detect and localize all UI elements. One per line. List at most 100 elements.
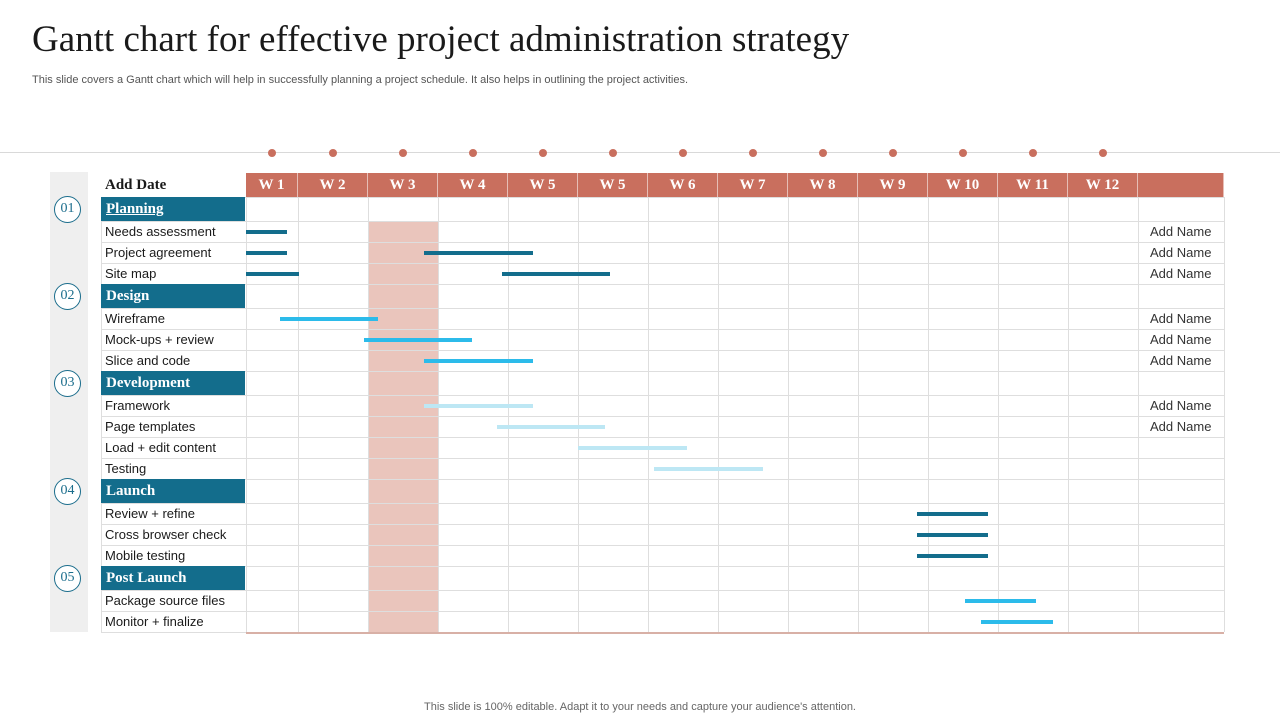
task-owner-name[interactable]: Add Name bbox=[1150, 245, 1212, 260]
week-header: W 7 bbox=[718, 173, 788, 197]
grid-column-line bbox=[858, 197, 859, 632]
section-number-badge: 05 bbox=[54, 565, 81, 592]
section-header-planning[interactable]: Planning bbox=[101, 197, 245, 221]
section-header-design[interactable]: Design bbox=[101, 284, 245, 308]
grid-row-line bbox=[101, 242, 1224, 243]
grid-row-line bbox=[101, 395, 1224, 396]
task-label[interactable]: Load + edit content bbox=[105, 440, 216, 455]
task-owner-name[interactable]: Add Name bbox=[1150, 398, 1212, 413]
section-header-launch[interactable]: Launch bbox=[101, 479, 245, 503]
task-label[interactable]: Site map bbox=[105, 266, 157, 281]
grid-row-line bbox=[101, 416, 1224, 417]
page-subtitle: This slide covers a Gantt chart which wi… bbox=[32, 74, 689, 86]
divider bbox=[0, 152, 1280, 153]
week-header: W 2 bbox=[298, 173, 368, 197]
section-number-badge: 04 bbox=[54, 478, 81, 505]
week-dot bbox=[749, 149, 757, 157]
gantt-bottom-border bbox=[246, 632, 1224, 634]
task-bar[interactable] bbox=[981, 619, 1053, 624]
grid-row-line bbox=[101, 611, 1224, 612]
task-owner-name[interactable]: Add Name bbox=[1150, 224, 1212, 239]
section-number-rail bbox=[50, 172, 88, 632]
task-bar[interactable] bbox=[246, 271, 299, 276]
grid-row-line bbox=[101, 479, 1224, 480]
task-bar[interactable] bbox=[279, 316, 378, 321]
task-bar[interactable] bbox=[578, 445, 687, 450]
task-bar[interactable] bbox=[363, 337, 472, 342]
week-header: W 10 bbox=[928, 173, 998, 197]
section-header-post-launch[interactable]: Post Launch bbox=[101, 566, 245, 590]
task-bar[interactable] bbox=[916, 553, 989, 558]
task-label[interactable]: Package source files bbox=[105, 593, 225, 608]
task-bar[interactable] bbox=[502, 271, 611, 276]
task-label[interactable]: Review + refine bbox=[105, 506, 195, 521]
grid-column-line bbox=[998, 197, 999, 632]
task-label[interactable]: Monitor + finalize bbox=[105, 614, 204, 629]
week-header: W 5 bbox=[508, 173, 578, 197]
task-owner-name[interactable]: Add Name bbox=[1150, 311, 1212, 326]
week-dot bbox=[679, 149, 687, 157]
week-header: W 8 bbox=[788, 173, 858, 197]
task-label[interactable]: Cross browser check bbox=[105, 527, 227, 542]
week-dot bbox=[889, 149, 897, 157]
task-bar[interactable] bbox=[424, 358, 533, 363]
task-bar[interactable] bbox=[424, 250, 533, 255]
task-owner-name[interactable]: Add Name bbox=[1150, 266, 1212, 281]
task-owner-name[interactable]: Add Name bbox=[1150, 353, 1212, 368]
grid-row-line bbox=[101, 350, 1224, 351]
week-header: W 1 bbox=[246, 173, 298, 197]
section-number-badge: 02 bbox=[54, 283, 81, 310]
task-bar[interactable] bbox=[916, 532, 989, 537]
grid-row-line bbox=[101, 197, 1224, 198]
grid-row-line bbox=[101, 566, 1224, 567]
task-bar[interactable] bbox=[496, 424, 606, 429]
page-title: Gantt chart for effective project admini… bbox=[32, 19, 850, 60]
week-header: W 6 bbox=[648, 173, 718, 197]
task-owner-name[interactable]: Add Name bbox=[1150, 419, 1212, 434]
section-number-badge: 03 bbox=[54, 370, 81, 397]
grid-column-line bbox=[508, 197, 509, 632]
week-header: W 12 bbox=[1068, 173, 1138, 197]
grid-column-line bbox=[648, 197, 649, 632]
week-header: W 4 bbox=[438, 173, 508, 197]
week-dot bbox=[469, 149, 477, 157]
task-label[interactable]: Page templates bbox=[105, 419, 196, 434]
grid-row-line bbox=[101, 437, 1224, 438]
task-bar[interactable] bbox=[654, 466, 763, 471]
task-label[interactable]: Slice and code bbox=[105, 353, 191, 368]
grid-row-line bbox=[101, 524, 1224, 525]
grid-row-line bbox=[101, 308, 1224, 309]
task-label[interactable]: Mobile testing bbox=[105, 548, 186, 563]
grid-row-line bbox=[101, 284, 1224, 285]
grid-row-line bbox=[101, 458, 1224, 459]
task-label[interactable]: Project agreement bbox=[105, 245, 212, 260]
task-bar[interactable] bbox=[246, 250, 287, 255]
task-label[interactable]: Needs assessment bbox=[105, 224, 216, 239]
grid-column-line bbox=[928, 197, 929, 632]
week-dot bbox=[329, 149, 337, 157]
grid-column-line bbox=[101, 197, 102, 632]
task-bar[interactable] bbox=[916, 511, 989, 516]
grid-column-line bbox=[1224, 197, 1225, 632]
week-dot bbox=[609, 149, 617, 157]
grid-column-line bbox=[788, 197, 789, 632]
task-bar[interactable] bbox=[246, 229, 287, 234]
task-label[interactable]: Mock-ups + review bbox=[105, 332, 214, 347]
task-bar[interactable] bbox=[424, 403, 533, 408]
week-dot bbox=[1099, 149, 1107, 157]
footer-note: This slide is 100% editable. Adapt it to… bbox=[424, 701, 856, 713]
grid-column-line bbox=[438, 197, 439, 632]
task-label[interactable]: Testing bbox=[105, 461, 147, 476]
add-date-label[interactable]: Add Date bbox=[105, 177, 167, 193]
week-header: W 11 bbox=[998, 173, 1068, 197]
task-label[interactable]: Framework bbox=[105, 398, 171, 413]
owner-column-header bbox=[1138, 173, 1224, 197]
task-label[interactable]: Wireframe bbox=[105, 311, 165, 326]
grid-column-line bbox=[718, 197, 719, 632]
section-header-development[interactable]: Development bbox=[101, 371, 245, 395]
grid-row-line bbox=[101, 263, 1224, 264]
week-header: W 5 bbox=[578, 173, 648, 197]
task-bar[interactable] bbox=[965, 598, 1037, 603]
task-owner-name[interactable]: Add Name bbox=[1150, 332, 1212, 347]
week-dot bbox=[819, 149, 827, 157]
